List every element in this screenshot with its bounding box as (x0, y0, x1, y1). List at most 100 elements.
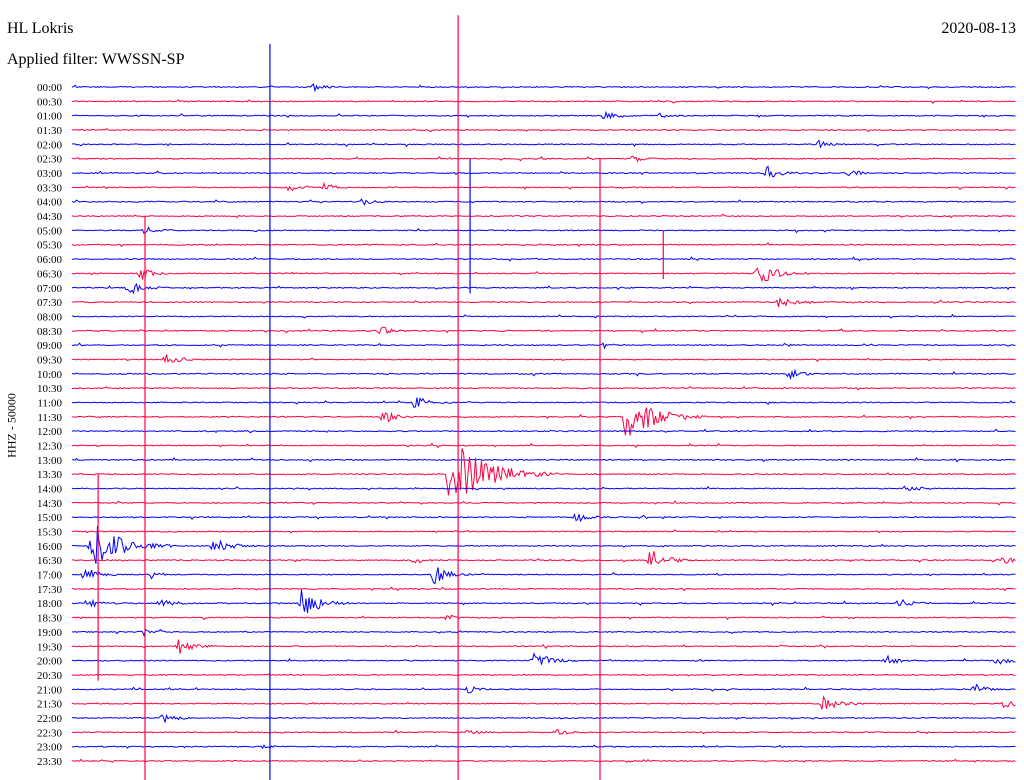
row-time-label: 03:00 (37, 168, 63, 180)
trace-row (71, 652, 1016, 665)
row-time-label: 16:30 (37, 555, 63, 567)
row-time-label: 04:00 (37, 197, 63, 209)
row-time-label: 00:00 (37, 82, 63, 94)
trace-row (71, 155, 1016, 163)
trace-row (71, 407, 1016, 436)
trace-row (71, 567, 1016, 585)
trace-row (71, 713, 1016, 723)
row-time-label: 21:30 (37, 699, 63, 711)
row-time-label: 14:00 (37, 484, 63, 496)
row-time-label: 21:00 (37, 684, 63, 696)
row-time-label: 19:30 (37, 641, 63, 653)
trace-row (71, 442, 1016, 449)
row-time-label: 10:30 (37, 383, 63, 395)
row-time-label: 11:00 (37, 397, 62, 409)
trace-row (71, 326, 1016, 335)
row-time-label: 23:00 (37, 742, 63, 754)
row-time-label: 14:30 (37, 498, 63, 510)
trace-row (72, 165, 1016, 178)
row-time-label: 15:30 (37, 527, 63, 539)
row-time-label: 20:30 (37, 670, 63, 682)
trace-row (72, 614, 1016, 621)
trace-row (71, 589, 1016, 614)
row-time-label: 01:00 (37, 111, 63, 123)
trace-row (71, 683, 1016, 694)
trace-row (71, 99, 1016, 105)
station-title: HL Lokris (7, 20, 74, 37)
trace-row (71, 139, 1016, 149)
trace-row (71, 267, 1016, 283)
trace-row (71, 313, 1016, 319)
row-time-label: 22:30 (37, 727, 63, 739)
filter-label: Applied filter: WWSSN-SP (7, 51, 185, 68)
row-time-label: 13:00 (37, 455, 63, 467)
trace-row (71, 628, 1016, 638)
trace-row (71, 368, 1016, 381)
row-time-label: 19:00 (37, 627, 63, 639)
trace-row (71, 428, 1016, 434)
row-time-label: 00:30 (37, 96, 63, 108)
trace-row (71, 586, 1016, 592)
row-time-label: 02:00 (37, 139, 63, 151)
trace-row (71, 695, 1016, 710)
trace-row (71, 198, 1016, 206)
row-time-label: 12:30 (37, 441, 63, 453)
row-time-label: 23:30 (37, 756, 63, 768)
trace-row (71, 758, 1016, 764)
trace-row (71, 282, 1016, 295)
trace-row (71, 513, 1016, 523)
row-time-label: 17:30 (37, 584, 63, 596)
row-time-label: 18:00 (37, 598, 63, 610)
row-time-label: 08:00 (37, 311, 63, 323)
row-time-label: 10:00 (37, 369, 63, 381)
trace-row (71, 213, 1016, 219)
trace-row (71, 525, 1016, 564)
row-time-label: 06:30 (37, 268, 63, 280)
trace-row (71, 296, 1016, 308)
row-time-label: 13:30 (37, 469, 63, 481)
row-time-label: 16:00 (37, 541, 63, 553)
row-time-label: 07:30 (37, 297, 63, 309)
date-label: 2020-08-13 (941, 20, 1016, 37)
trace-row (71, 226, 1016, 235)
row-time-label: 12:00 (37, 426, 63, 438)
trace-row (71, 110, 1016, 120)
trace-row (71, 83, 1016, 93)
row-time-label: 09:00 (37, 340, 63, 352)
trace-row (71, 354, 1016, 364)
row-time-label: 05:30 (37, 240, 63, 252)
row-time-label: 02:30 (37, 154, 63, 166)
trace-row (71, 242, 1016, 248)
row-time-label: 03:30 (37, 182, 63, 194)
row-time-label: 05:00 (37, 225, 63, 237)
trace-row (71, 485, 1016, 491)
row-time-label: 08:30 (37, 326, 63, 338)
row-time-label: 06:00 (37, 254, 63, 266)
row-time-label: 20:00 (37, 656, 63, 668)
trace-row (72, 551, 1016, 565)
row-time-label: 09:30 (37, 354, 63, 366)
row-time-label: 15:00 (37, 512, 63, 524)
trace-row (71, 397, 1016, 409)
trace-row (71, 181, 1016, 192)
row-time-label: 01:30 (37, 125, 63, 137)
row-time-label: 04:30 (37, 211, 63, 223)
row-time-label: 07:00 (37, 283, 63, 295)
trace-row (72, 385, 1016, 391)
trace-row (71, 744, 1016, 750)
trace-row (71, 639, 1016, 654)
trace-row (71, 342, 1016, 350)
row-time-label: 22:00 (37, 713, 63, 725)
row-time-label: 11:30 (37, 412, 62, 424)
trace-row (71, 529, 1016, 534)
row-time-label: 18:30 (37, 613, 63, 625)
trace-row (71, 448, 1016, 496)
trace-row (71, 673, 1016, 677)
trace-row (71, 456, 1016, 463)
trace-row (71, 127, 1016, 133)
trace-row (71, 729, 1016, 735)
trace-row (71, 256, 1016, 262)
row-time-label: 17:00 (37, 570, 63, 582)
trace-row (71, 500, 1016, 506)
